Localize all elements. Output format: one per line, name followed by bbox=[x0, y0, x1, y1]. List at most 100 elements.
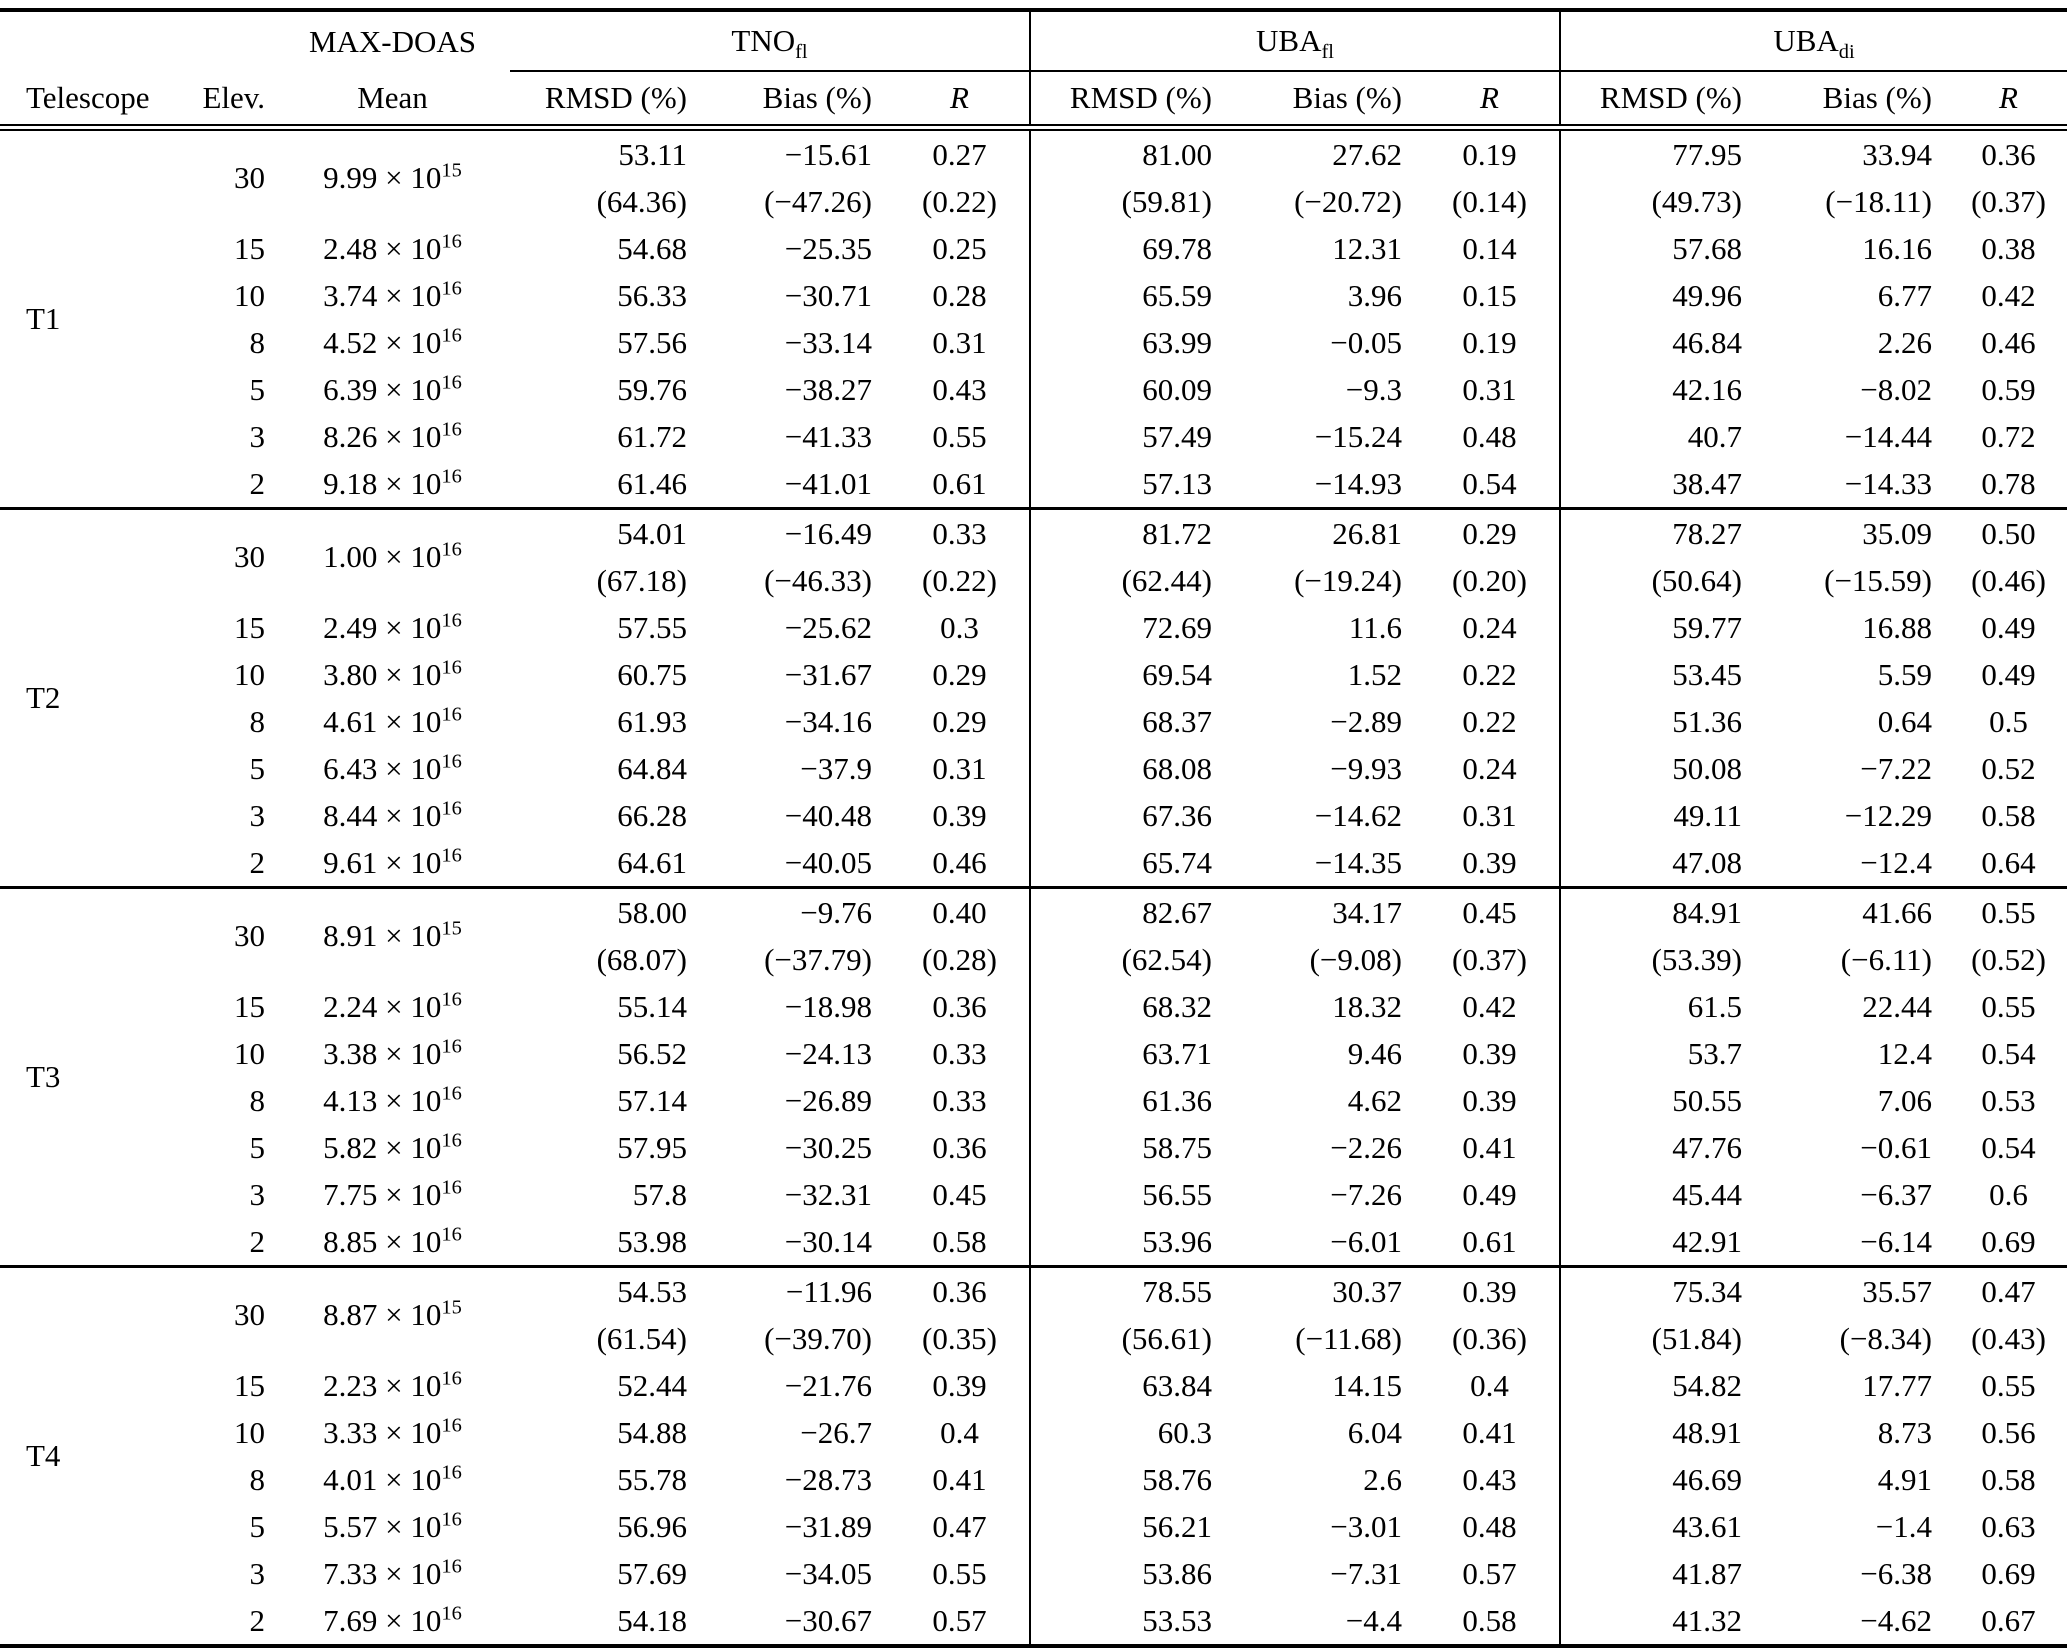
cell-rmsd-paren: (62.54) bbox=[1029, 936, 1230, 983]
cell-mean: 7.33 × 1016 bbox=[275, 1550, 510, 1597]
table-row: 8 4.61 × 1016 61.93 −34.16 0.29 68.37 −2.89 0.2… bbox=[0, 698, 2067, 745]
cell-r: 0.41 bbox=[932, 1461, 987, 1497]
cell-r-paren: (0.46) bbox=[1971, 562, 2046, 598]
group-header-maxdoas: MAX-DOAS bbox=[308, 23, 477, 59]
cell-rmsd: 53.53 bbox=[1029, 1597, 1230, 1646]
cell-rmsd: 57.14 bbox=[617, 1082, 687, 1118]
cell-rmsd: 53.11 bbox=[618, 136, 687, 172]
mean-exponent: 16 bbox=[441, 324, 462, 347]
cell-r: 0.46 bbox=[932, 844, 987, 880]
cell-bias: −18.98 bbox=[784, 988, 872, 1024]
cell-rmsd-paren: (56.61) bbox=[1029, 1315, 1230, 1362]
cell-rmsd: 57.95 bbox=[617, 1129, 687, 1165]
cell-bias: 35.09 bbox=[1862, 515, 1933, 551]
cell-rmsd: 48.91 bbox=[1559, 1409, 1761, 1456]
column-header-telescope: Telescope bbox=[0, 71, 170, 131]
telescope-block: T4 30 8.87 × 1015 54.53 −11.96 0.36 78.55 30.37… bbox=[0, 1266, 2067, 1646]
cell-bias-paren: (−46.33) bbox=[764, 562, 872, 598]
cell-r: 0.46 bbox=[1981, 324, 2036, 360]
cell-rmsd: 51.36 bbox=[1559, 698, 1761, 745]
cell-r: 0.48 bbox=[1462, 1508, 1517, 1544]
cell-rmsd: 55.78 bbox=[617, 1461, 687, 1497]
cell-r-paren: (0.14) bbox=[1452, 183, 1527, 219]
cell-bias: −2.26 bbox=[1330, 1129, 1402, 1165]
column-header-r-tno: R bbox=[890, 71, 1030, 131]
column-header-bias-uba-fl: Bias (%) bbox=[1230, 71, 1420, 131]
cell-mean: 2.23 × 1016 bbox=[275, 1362, 510, 1409]
cell-elev: 3 bbox=[249, 797, 266, 833]
cell-bias: −0.61 bbox=[1860, 1129, 1933, 1165]
cell-rmsd: 42.16 bbox=[1559, 366, 1761, 413]
cell-r: 0.6 bbox=[1989, 1176, 2028, 1212]
cell-r: 0.45 bbox=[1462, 894, 1517, 930]
cell-r-paren: (0.52) bbox=[1971, 941, 2046, 977]
mean-exponent: 16 bbox=[441, 1602, 462, 1625]
cell-r: 0.61 bbox=[932, 465, 987, 501]
cell-r: 0.54 bbox=[1981, 1035, 2036, 1071]
cell-bias: −26.89 bbox=[784, 1082, 872, 1118]
cell-bias: −4.4 bbox=[1345, 1602, 1402, 1638]
cell-elev: 5 bbox=[249, 1508, 266, 1544]
cell-bias-paren: (−47.26) bbox=[764, 183, 872, 219]
mean-mantissa: 9.18 × 10 bbox=[323, 465, 442, 501]
cell-r: 0.29 bbox=[932, 703, 987, 739]
mean-mantissa: 2.48 × 10 bbox=[323, 230, 442, 266]
mean-mantissa: 3.38 × 10 bbox=[323, 1035, 442, 1071]
cell-rmsd: 61.93 bbox=[617, 703, 687, 739]
table-row-parenthetical: (64.36) (−47.26) (0.22) (59.81) (−20.72) (0.1… bbox=[0, 178, 2067, 225]
cell-bias: 6.77 bbox=[1877, 277, 1933, 313]
column-header-rmsd-uba-fl: RMSD (%) bbox=[1029, 71, 1230, 131]
cell-r: 0.36 bbox=[1981, 136, 2036, 172]
cell-rmsd: 60.75 bbox=[617, 656, 687, 692]
cell-r: 0.48 bbox=[1462, 418, 1517, 454]
cell-r: 0.39 bbox=[932, 797, 987, 833]
cell-bias-paren: (−20.72) bbox=[1294, 183, 1402, 219]
cell-rmsd: 69.78 bbox=[1029, 225, 1230, 272]
table-row: 10 3.80 × 1016 60.75 −31.67 0.29 69.54 1.52 0.2… bbox=[0, 651, 2067, 698]
cell-r: 0.39 bbox=[1462, 1273, 1517, 1309]
table-row: 15 2.49 × 1016 57.55 −25.62 0.3 72.69 11.6 0.24… bbox=[0, 604, 2067, 651]
cell-elev: 2 bbox=[249, 844, 266, 880]
mean-mantissa: 9.61 × 10 bbox=[323, 844, 442, 880]
cell-bias: 33.94 bbox=[1862, 136, 1933, 172]
cell-mean: 4.61 × 1016 bbox=[275, 698, 510, 745]
cell-elev: 30 bbox=[234, 1297, 265, 1332]
group-header-row: MAX-DOAS TNOfl UBAfl UBAdi bbox=[0, 10, 2067, 72]
cell-rmsd: 55.14 bbox=[617, 988, 687, 1024]
mean-exponent: 16 bbox=[441, 1035, 462, 1058]
cell-bias: −30.14 bbox=[784, 1223, 872, 1259]
cell-rmsd: 49.11 bbox=[1559, 792, 1761, 839]
cell-rmsd-paren: (49.73) bbox=[1559, 178, 1761, 225]
cell-bias: 18.32 bbox=[1332, 988, 1402, 1024]
cell-bias: −24.13 bbox=[784, 1035, 872, 1071]
cell-bias: −16.49 bbox=[784, 515, 872, 551]
cell-rmsd: 58.76 bbox=[1029, 1456, 1230, 1503]
mean-mantissa: 2.23 × 10 bbox=[323, 1367, 442, 1403]
cell-mean: 8.26 × 1016 bbox=[275, 413, 510, 460]
cell-r: 0.57 bbox=[932, 1602, 987, 1638]
cell-bias: −30.67 bbox=[784, 1602, 872, 1638]
cell-rmsd: 58.75 bbox=[1029, 1124, 1230, 1171]
cell-rmsd: 67.36 bbox=[1029, 792, 1230, 839]
cell-r-paren: (0.36) bbox=[1452, 1320, 1527, 1356]
cell-rmsd: 53.96 bbox=[1029, 1218, 1230, 1267]
group-header-tno-fl: TNOfl bbox=[510, 10, 1030, 72]
cell-r: 0.22 bbox=[1462, 656, 1517, 692]
cell-r: 0.33 bbox=[932, 1035, 987, 1071]
mean-exponent: 16 bbox=[441, 1414, 462, 1437]
column-header-r-uba-di: R bbox=[1950, 71, 2067, 131]
cell-bias: −6.14 bbox=[1860, 1223, 1933, 1259]
cell-bias: −31.67 bbox=[784, 656, 872, 692]
cell-bias: −40.05 bbox=[784, 844, 872, 880]
cell-rmsd: 68.08 bbox=[1029, 745, 1230, 792]
cell-elev: 8 bbox=[249, 324, 266, 360]
mean-exponent: 16 bbox=[441, 418, 462, 441]
cell-rmsd: 72.69 bbox=[1029, 604, 1230, 651]
cell-bias: −9.76 bbox=[800, 894, 872, 930]
table-row-parenthetical: (61.54) (−39.70) (0.35) (56.61) (−11.68) (0.3… bbox=[0, 1315, 2067, 1362]
cell-bias-paren: (−39.70) bbox=[764, 1320, 872, 1356]
table-row: 15 2.24 × 1016 55.14 −18.98 0.36 68.32 18.32 0.… bbox=[0, 983, 2067, 1030]
column-header-rmsd-tno: RMSD (%) bbox=[510, 71, 705, 131]
cell-bias: 4.62 bbox=[1347, 1082, 1402, 1118]
table-row: 10 3.74 × 1016 56.33 −30.71 0.28 65.59 3.96 0.1… bbox=[0, 272, 2067, 319]
